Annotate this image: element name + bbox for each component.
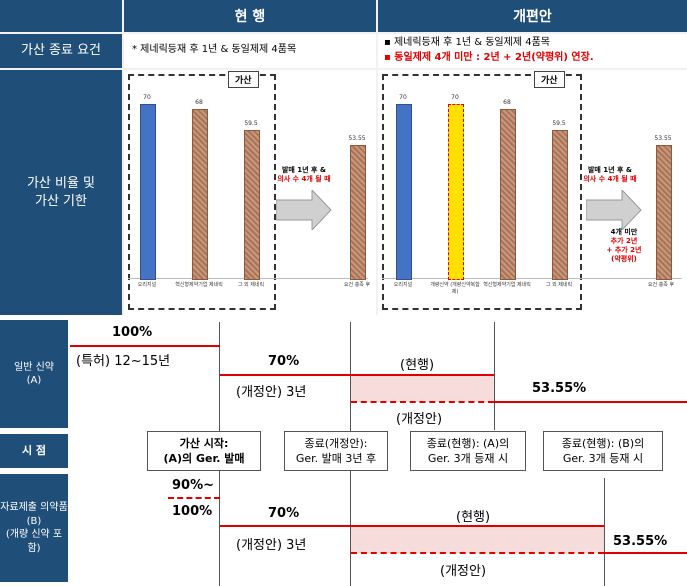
- row-label-condition: 가산 종료 요건: [0, 34, 122, 68]
- revised-value-original: 70: [399, 94, 407, 101]
- current-condition-cell: * 제네릭등재 후 1년 & 동일제제 4품목: [124, 34, 376, 68]
- revised-category-other: 그 외 제네릭: [545, 282, 573, 288]
- a-5355-label: 53.55%: [532, 381, 587, 396]
- current-value-innovative: 68: [195, 99, 203, 106]
- time-end-a-box: 종료(현행): (A)의 Ger. 3개 등재 시: [410, 431, 526, 471]
- revised-gasan-frame: [382, 74, 582, 310]
- revised-value-other: 59.5: [552, 120, 566, 127]
- current-category-original: 오리지널: [137, 282, 157, 288]
- revised-condition-text-1: ▪ 제네릭등재 후 1년 & 동일제제 4품목: [384, 37, 550, 48]
- a-extension-area: [351, 376, 494, 402]
- revised-arrow-icon: [586, 190, 642, 230]
- b-90-line: [168, 497, 220, 499]
- current-gasan-frame: [128, 74, 276, 310]
- revised-value-after: 53.55: [654, 135, 672, 142]
- b-70-label: 70%: [268, 506, 300, 521]
- revised-category-original: 오리지널: [393, 282, 413, 288]
- revised-bar-after: [656, 145, 672, 280]
- a-patent-label: (특허) 12~15년: [76, 354, 171, 369]
- revised-category-after: 요건 충족 후: [647, 282, 675, 288]
- current-bar-innovative: [192, 109, 208, 280]
- under4-note-4: (약평위): [611, 255, 637, 263]
- current-bar-after: [350, 145, 366, 280]
- header-revised: 개편안: [378, 0, 687, 32]
- b-revised-label: (개정안): [440, 564, 487, 579]
- current-arrow-icon: [276, 190, 332, 230]
- table-corner: [0, 0, 122, 32]
- revised-category-innovative: 혁신형제약기업 제네릭: [483, 282, 531, 288]
- header-current: 현 행: [124, 0, 376, 32]
- current-bar-other: [244, 130, 260, 280]
- revised-arrow-note-2: 의사 수 4개 될 때: [583, 175, 637, 183]
- a-5355-line: [494, 401, 687, 403]
- time-end-b-box: 종료(현행): (B)의 Ger. 3개 등재 시: [543, 431, 663, 471]
- b-current-label: (현행): [456, 510, 491, 525]
- a-100-label: 100%: [112, 325, 153, 340]
- current-value-after: 53.55: [348, 135, 366, 142]
- current-arrow-note-1: 발매 1년 후 &: [281, 166, 327, 174]
- revised-bar-innovative: [500, 109, 516, 280]
- revised-bar-original: [396, 104, 412, 280]
- current-chart-cell: 가산 70 오리지널 68 혁신형제약기업 제네릭 59.5 그 외 제네릭 발…: [124, 70, 376, 315]
- revised-condition-text-2: ▪ 동일제제 4개 미만 : 2년 + 2년(약평위) 연장.: [384, 52, 594, 63]
- current-category-after: 요건 충족 후: [343, 282, 371, 288]
- b-100-label: 100%: [172, 504, 213, 519]
- revised-gasan-tag: 가산: [534, 71, 565, 88]
- revised-chart-baseline: [382, 278, 682, 279]
- b-extension-area: [351, 527, 604, 553]
- row-label-a: 일반 신약 (A): [0, 320, 68, 428]
- b-90-label: 90%~: [172, 478, 215, 493]
- current-bar-original: [140, 104, 156, 280]
- revised-value-improved: 70: [451, 94, 459, 101]
- row-label-b: 자료제출 의약품 (B) (개량 신약 포함): [0, 474, 68, 582]
- b-70-line: [220, 525, 604, 527]
- b-revised-3y-label: (개정안) 3년: [236, 538, 307, 553]
- under4-note-3: + 추가 2년: [606, 246, 642, 254]
- a-70-line: [220, 374, 494, 376]
- current-arrow-note-2: 의사 수 4개 될 때: [277, 175, 331, 183]
- current-category-other: 그 외 제네릭: [237, 282, 265, 288]
- revised-bar-other: [552, 130, 568, 280]
- under4-note-1: 4개 미만: [610, 228, 638, 236]
- revised-arrow-note: 발매 1년 후 & 의사 수 4개 될 때: [578, 166, 642, 184]
- divider-b-ger: [604, 478, 605, 586]
- time-start-box: 가산 시작: (A)의 Ger. 발매: [147, 431, 261, 471]
- time-end-revised-box: 종료(개정안): Ger. 발매 3년 후: [284, 431, 388, 471]
- a-70-label: 70%: [268, 354, 300, 369]
- revised-value-innovative: 68: [503, 99, 511, 106]
- current-value-original: 70: [143, 94, 151, 101]
- current-category-innovative: 혁신형제약기업 제네릭: [175, 282, 223, 288]
- revised-condition-cell: ▪ 제네릭등재 후 1년 & 동일제제 4품목 ▪ 동일제제 4개 미만 : 2…: [378, 34, 687, 68]
- a-revised-label: (개정안): [396, 412, 443, 427]
- current-gasan-tag: 가산: [228, 71, 259, 88]
- b-5355-line: [604, 552, 687, 554]
- revised-arrow-note-1: 발매 1년 후 &: [587, 166, 633, 174]
- b-revised-dashed-line: [351, 552, 604, 554]
- current-condition-text: * 제네릭등재 후 1년 & 동일제제 4품목: [132, 44, 297, 55]
- b-5355-label: 53.55%: [613, 534, 668, 549]
- revised-chart-cell: 가산 70 오리지널 70 개량신약 (개량신약복합제) 68 혁신형제약기업 …: [378, 70, 687, 315]
- current-arrow-note: 발매 1년 후 & 의사 수 4개 될 때: [272, 166, 336, 184]
- divider-a-ger: [494, 322, 495, 430]
- row-label-time: 시 점: [0, 434, 68, 468]
- row-label-rate: 가산 비율 및 가산 기한: [0, 70, 122, 315]
- revised-category-improved: 개량신약 (개량신약복합제): [430, 282, 480, 295]
- a-100-line: [70, 345, 220, 347]
- current-value-other: 59.5: [244, 120, 258, 127]
- a-revised-3y-label: (개정안) 3년: [236, 385, 307, 400]
- a-current-label: (현행): [400, 358, 435, 373]
- under4-note-2: 추가 2년: [610, 237, 638, 245]
- under4-note: 4개 미만 추가 2년 + 추가 2년 (약평위): [604, 228, 644, 264]
- a-revised-dashed-line: [351, 401, 494, 403]
- revised-bar-improved: [448, 104, 464, 280]
